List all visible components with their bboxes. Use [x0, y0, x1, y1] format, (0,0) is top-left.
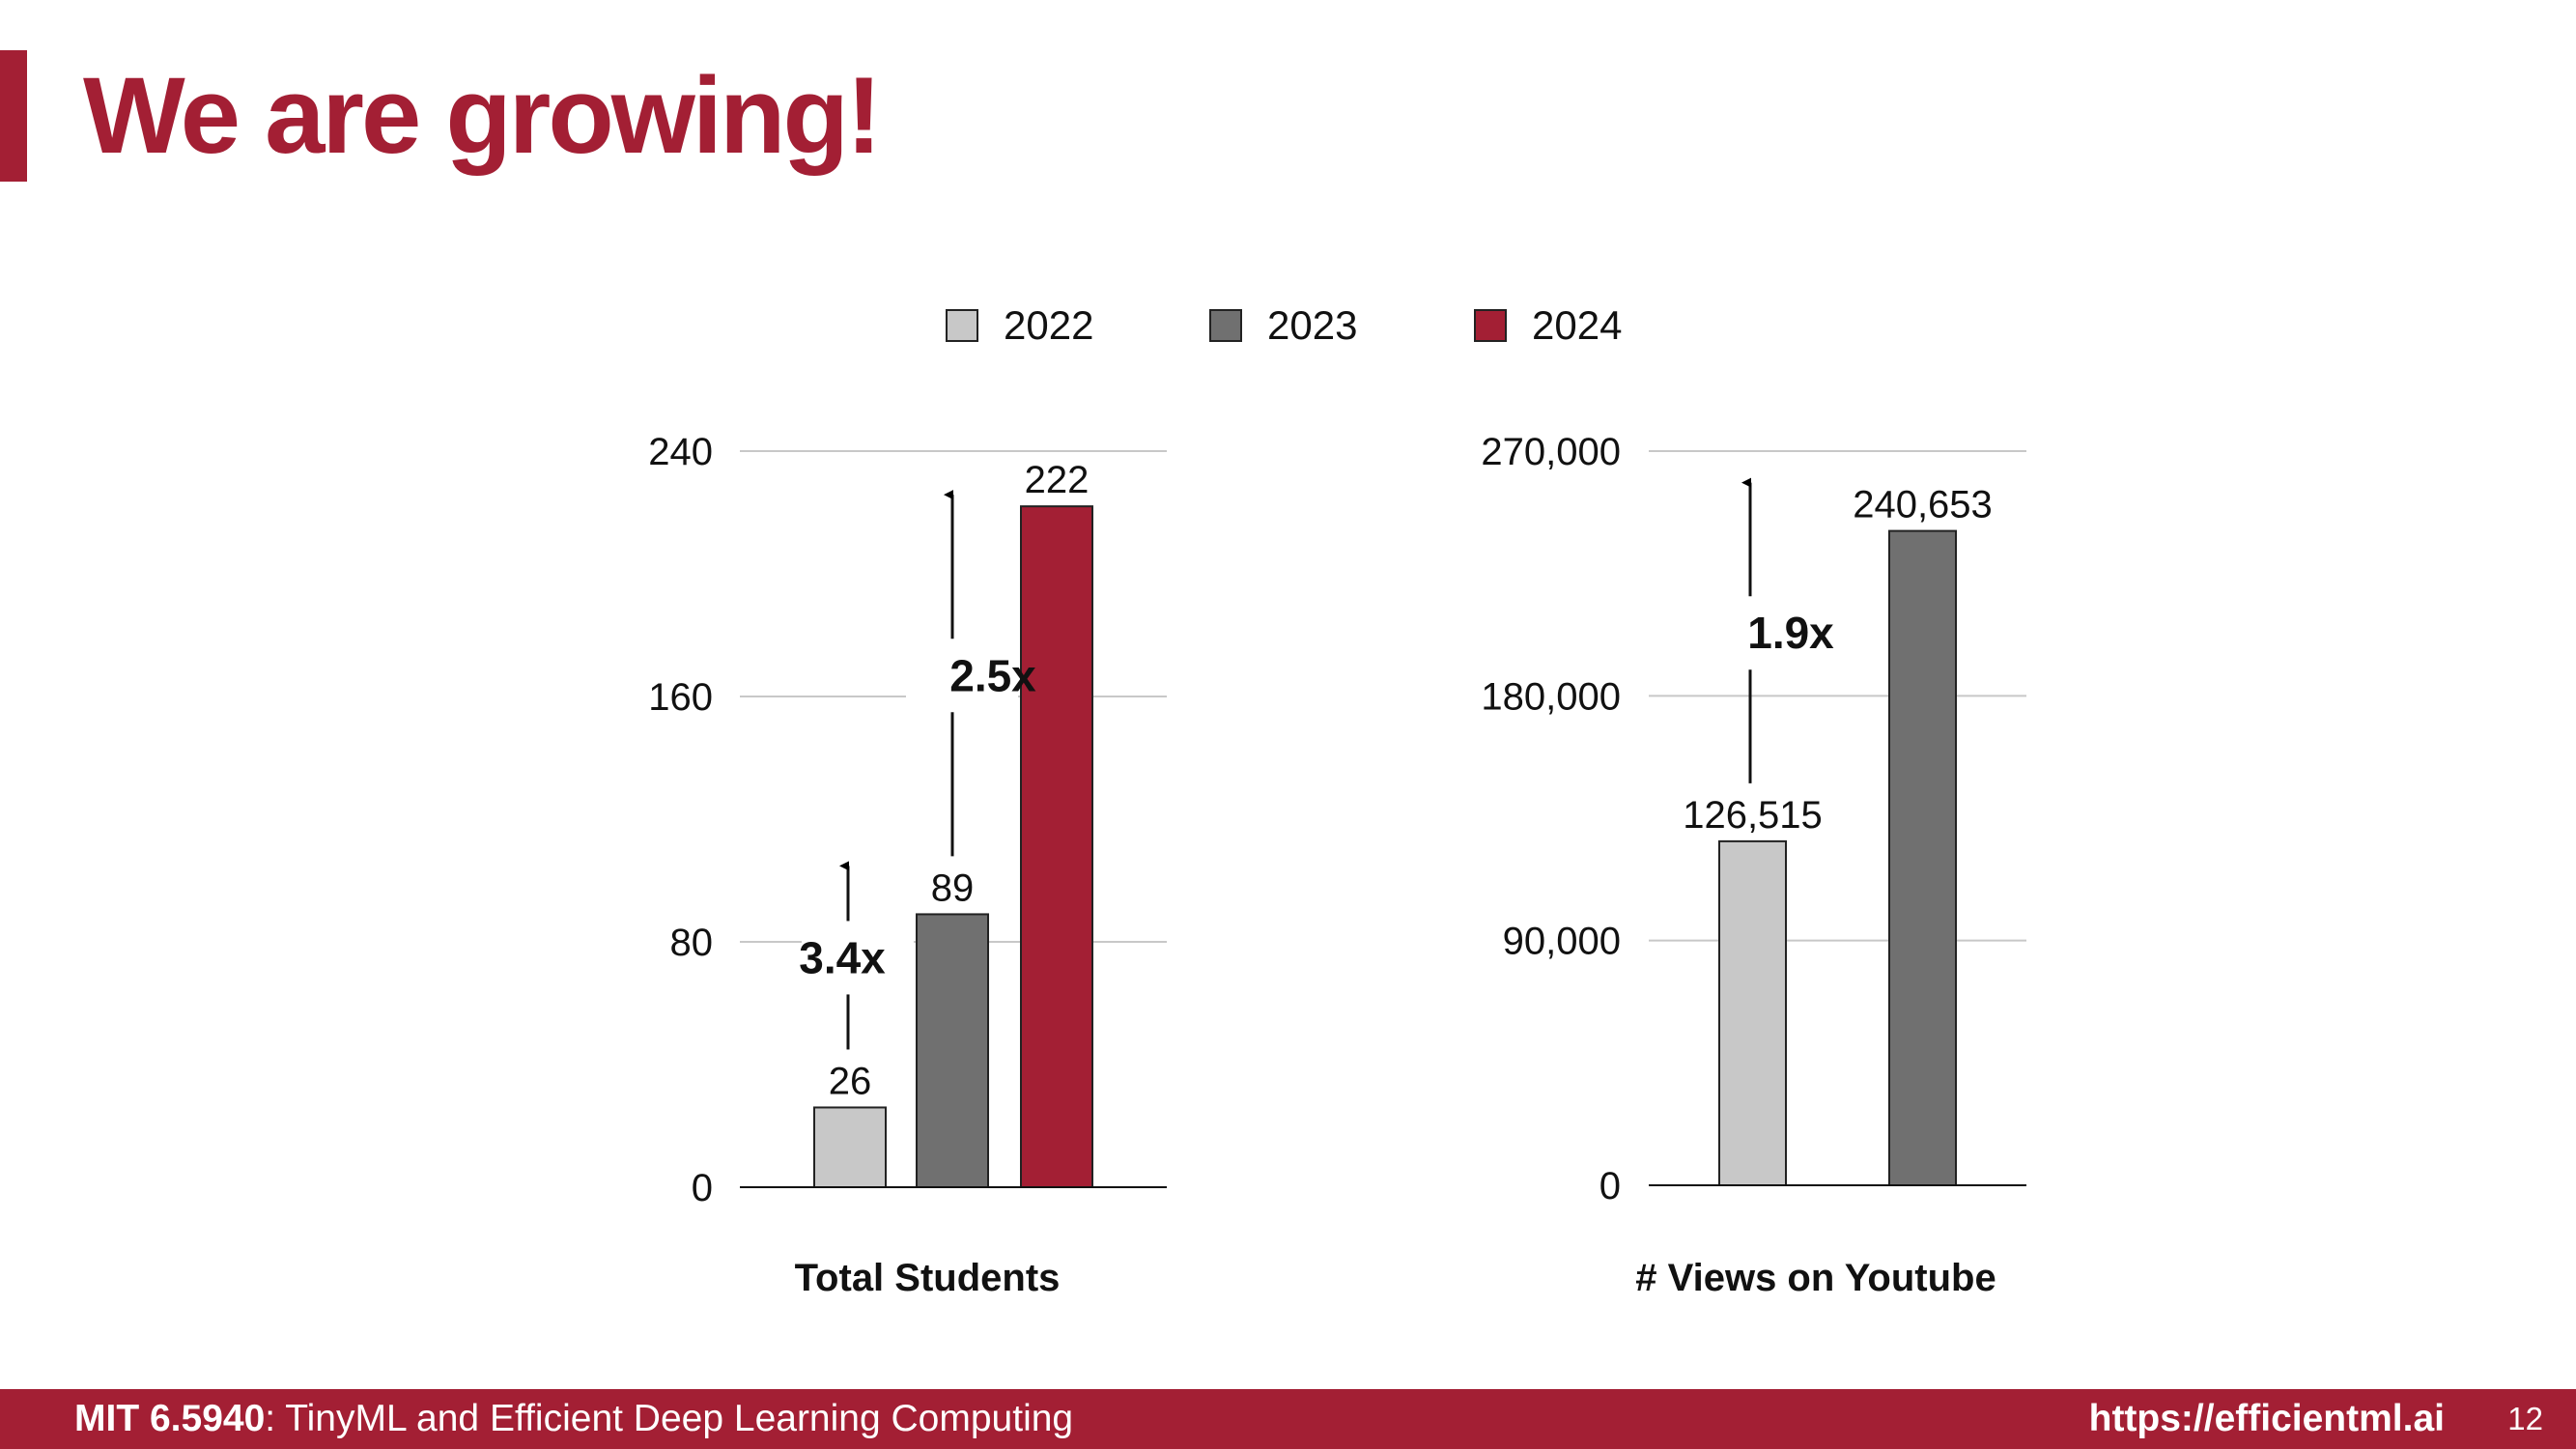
slide-title: We are growing! — [83, 55, 882, 176]
bar-value-label: 222 — [1025, 459, 1090, 501]
footer-course-sep: : — [265, 1398, 286, 1439]
legend-swatch-2023 — [1209, 309, 1242, 342]
bar-value-label: 89 — [931, 867, 975, 909]
y-tick-label: 270,000 — [1481, 431, 1621, 473]
y-tick-label: 80 — [670, 922, 714, 964]
y-tick-label: 0 — [1599, 1165, 1621, 1208]
legend-label-2022: 2022 — [1004, 302, 1093, 348]
growth-multiplier-label: 3.4x — [799, 932, 886, 982]
bar-2024 — [1020, 505, 1093, 1188]
growth-multiplier-label: 2.5x — [949, 650, 1036, 700]
y-tick-label: 0 — [692, 1167, 713, 1209]
bar-2023 — [916, 913, 989, 1188]
growth-multiplier-label: 1.9x — [1747, 608, 1834, 658]
y-tick-label: 90,000 — [1503, 921, 1621, 963]
chart-legend: 2022 2023 2024 — [946, 302, 1622, 348]
bar-value-label: 26 — [829, 1060, 872, 1102]
chart-caption: # Views on Youtube — [1635, 1257, 1996, 1299]
bar-value-label: 126,515 — [1683, 794, 1823, 837]
footer-course-name: TinyML and Efficient Deep Learning Compu… — [285, 1398, 1074, 1439]
y-tick-label: 180,000 — [1481, 675, 1621, 718]
footer-url-link[interactable]: https://efficientml.ai — [2088, 1398, 2445, 1439]
growth-label-bg — [906, 644, 1018, 707]
growth-label-bg — [802, 926, 914, 989]
bar-2022 — [813, 1106, 887, 1188]
bar-2022 — [1718, 839, 1787, 1187]
chart-total-students: 0 80 160 240 26 89 222 3.4x 2.5x Total Students — [648, 431, 1167, 1299]
y-tick-label: 240 — [648, 431, 713, 473]
footer-bar: MIT 6.5940: TinyML and Efficient Deep Le… — [0, 1389, 2576, 1449]
chart-youtube-views: 0 90,000 180,000 270,000 126,515 240,653 1.9x #… — [1481, 431, 2026, 1299]
legend-swatch-2022 — [946, 309, 978, 342]
chart-caption: Total Students — [795, 1257, 1061, 1299]
charts-figure: 2022 2023 2024 0 80 160 240 26 89 222 3.4x 2.5x Tot… — [648, 302, 2026, 1299]
legend-swatch-2024 — [1474, 309, 1507, 342]
footer-course: MIT 6.5940: TinyML and Efficient Deep Le… — [74, 1389, 1073, 1449]
page-number: 12 — [2507, 1401, 2543, 1436]
growth-label-bg — [1704, 602, 1816, 665]
y-tick-label: 160 — [648, 676, 713, 719]
title-accent-bar — [0, 50, 27, 182]
legend-label-2023: 2023 — [1267, 302, 1357, 348]
bar-value-label: 240,653 — [1853, 484, 1993, 526]
footer-course-code: MIT 6.5940 — [74, 1398, 266, 1439]
bar-2023 — [1888, 529, 1957, 1186]
legend-label-2024: 2024 — [1532, 302, 1622, 348]
